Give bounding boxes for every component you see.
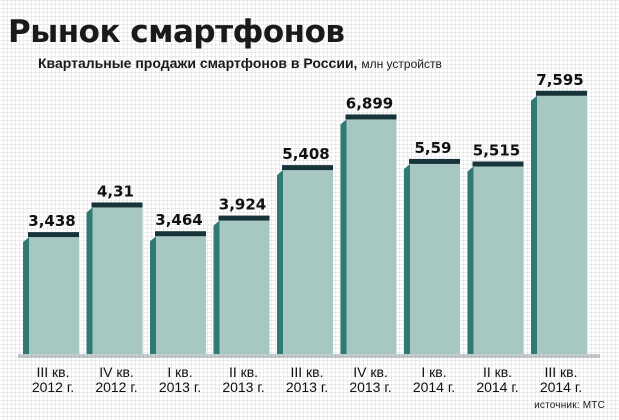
bar-side bbox=[86, 207, 93, 354]
subtitle-text: Квартальные продажи смартфонов в России, bbox=[38, 55, 358, 71]
x-tick-line: III кв. bbox=[290, 364, 323, 380]
x-tick-line: 2014 г. bbox=[413, 379, 455, 395]
x-tick-label: II кв. 2014 г. bbox=[476, 364, 518, 395]
x-tick-line: 2012 г. bbox=[32, 379, 74, 395]
bar-top bbox=[218, 215, 270, 221]
x-tick-line: 2013 г. bbox=[222, 379, 264, 395]
chart-title: Рынок смартфонов bbox=[8, 14, 345, 50]
bar-top bbox=[409, 158, 460, 164]
x-tick-label: I кв. 2013 г. bbox=[159, 364, 201, 395]
x-tick-line: 2014 г. bbox=[540, 379, 582, 395]
bar-group: 3,924 II кв. 2013 г. bbox=[213, 196, 270, 395]
data-label: 6,899 bbox=[346, 94, 393, 112]
x-tick-label: III кв. 2013 г. bbox=[286, 364, 328, 395]
bar-group: 7,595 III кв. 2014 г. bbox=[531, 71, 587, 395]
x-tick-line: IV кв. bbox=[99, 364, 134, 380]
bar bbox=[410, 163, 460, 354]
x-tick-line: I кв. bbox=[167, 364, 192, 380]
data-label: 3,464 bbox=[155, 211, 202, 229]
chart-baseline bbox=[18, 354, 600, 358]
bar-side bbox=[531, 95, 537, 355]
data-label: 4,31 bbox=[97, 182, 134, 200]
x-tick-label: IV кв. 2013 г. bbox=[349, 364, 391, 395]
bar bbox=[283, 170, 333, 354]
bar bbox=[473, 166, 524, 354]
x-tick-line: 2013 г. bbox=[349, 379, 391, 395]
bar-group: 3,464 I кв. 2013 г. bbox=[150, 211, 206, 395]
data-label: 5,408 bbox=[282, 145, 329, 163]
bar bbox=[219, 220, 270, 354]
x-tick-line: 2013 г. bbox=[159, 379, 201, 395]
bar bbox=[29, 237, 79, 354]
x-tick-line: 2014 г. bbox=[476, 379, 518, 395]
x-tick-label: III кв. 2012 г. bbox=[32, 364, 74, 395]
data-label: 7,595 bbox=[536, 71, 583, 89]
x-tick-line: II кв. bbox=[229, 364, 258, 380]
bar-side bbox=[467, 166, 474, 354]
bar-side bbox=[277, 170, 283, 354]
bar-top bbox=[282, 165, 333, 171]
data-label: 5,515 bbox=[473, 141, 520, 159]
subtitle-unit: млн устройств bbox=[361, 57, 442, 71]
data-label: 5,59 bbox=[414, 139, 451, 157]
bar-group: 5,515 II кв. 2014 г. bbox=[467, 141, 524, 395]
source-note: источник: МТС bbox=[534, 400, 605, 411]
bar-group: 4,31 IV кв. 2012 г. bbox=[86, 182, 143, 395]
x-tick-label: IV кв. 2012 г. bbox=[95, 364, 137, 395]
bar-side bbox=[23, 237, 29, 354]
bar-group: 5,408 III кв. 2013 г. bbox=[277, 145, 333, 395]
bar-side bbox=[340, 119, 347, 355]
bar-group: 6,899 IV кв. 2013 г. bbox=[340, 94, 397, 395]
bar-top bbox=[155, 231, 206, 237]
bar-top bbox=[91, 202, 143, 208]
bar bbox=[92, 207, 143, 354]
x-tick-line: I кв. bbox=[421, 364, 446, 380]
chart-subtitle: Квартальные продажи смартфонов в России,… bbox=[38, 54, 442, 73]
bar bbox=[156, 236, 206, 354]
bar-side bbox=[213, 220, 220, 354]
x-tick-line: III кв. bbox=[544, 364, 577, 380]
x-tick-line: II кв. bbox=[483, 364, 512, 380]
x-tick-label: I кв. 2014 г. bbox=[413, 364, 455, 395]
data-label: 3,438 bbox=[28, 212, 75, 230]
bar-side bbox=[404, 163, 410, 354]
bar-top bbox=[345, 114, 397, 120]
x-tick-line: IV кв. bbox=[353, 364, 388, 380]
x-tick-line: 2012 г. bbox=[95, 379, 137, 395]
bar-group: 3,438 III кв. 2012 г. bbox=[23, 212, 79, 395]
x-tick-label: III кв. 2014 г. bbox=[540, 364, 582, 395]
bar-side bbox=[150, 236, 156, 354]
data-label: 3,924 bbox=[219, 196, 266, 214]
bar-top bbox=[472, 161, 524, 167]
bar-top bbox=[28, 232, 79, 238]
bar-group: 5,59 I кв. 2014 г. bbox=[404, 139, 460, 395]
x-tick-label: II кв. 2013 г. bbox=[222, 364, 264, 395]
bar bbox=[346, 119, 397, 355]
bar bbox=[537, 95, 587, 355]
bar-top bbox=[536, 90, 587, 96]
x-tick-line: III кв. bbox=[36, 364, 69, 380]
x-tick-line: 2013 г. bbox=[286, 379, 328, 395]
